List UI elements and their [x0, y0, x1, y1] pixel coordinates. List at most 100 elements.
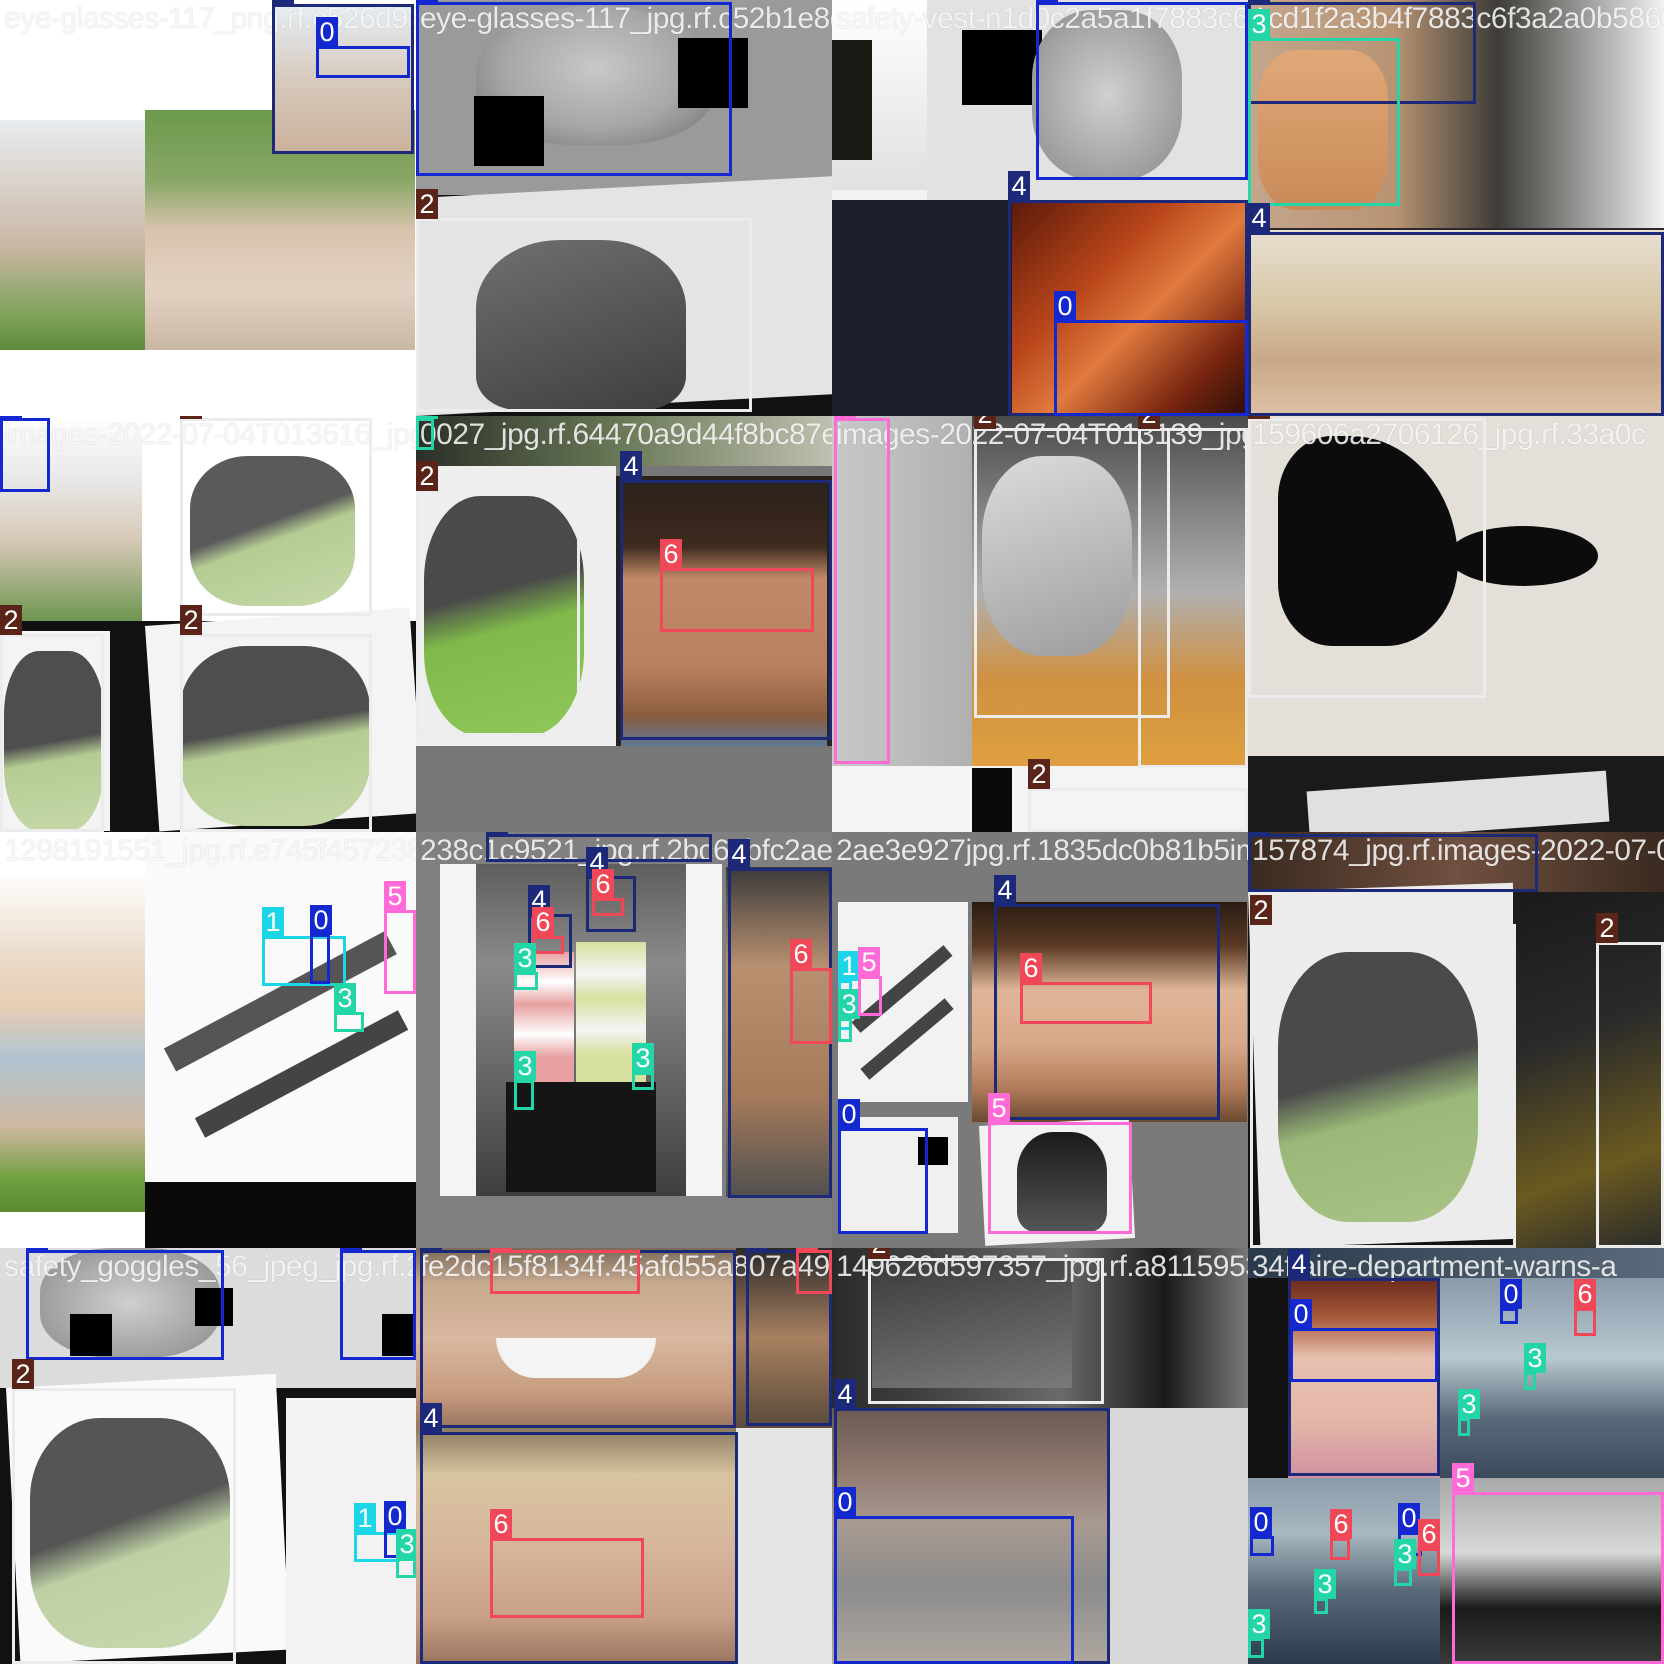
- photo-edge-dark: [832, 40, 872, 160]
- class-label: 5: [988, 1093, 1010, 1123]
- class-label: 3: [1458, 1389, 1480, 1419]
- bbox-class-3: 3: [1248, 1609, 1270, 1658]
- bbox-class-3: 3: [1458, 1389, 1480, 1436]
- tile-filename: fe2dc15f8134f.45afd55a807a49626d597357: [420, 1250, 832, 1283]
- class-label: 0: [316, 17, 338, 47]
- cutout-black: [70, 1314, 112, 1356]
- bbox-class-2: 2: [12, 1359, 236, 1664]
- class-label: 0: [1250, 1507, 1272, 1537]
- class-label: 6: [796, 1248, 818, 1251]
- bbox-class-5: 5: [988, 1093, 1132, 1234]
- class-label: 6: [790, 939, 812, 969]
- class-label: 0: [1290, 1299, 1312, 1329]
- hand-shape: [1258, 50, 1388, 210]
- class-label: 0: [1398, 1503, 1420, 1533]
- class-label: 6: [1574, 1279, 1596, 1309]
- bbox-class-4: 4: [420, 1403, 738, 1664]
- photo-man-face: [726, 867, 832, 1197]
- photo-woman-face: [972, 902, 1247, 1122]
- bbox-class-0: 0: [1500, 1279, 1522, 1324]
- photo-woman-face: [416, 1428, 736, 1664]
- bbox-class-6: 6: [490, 1248, 640, 1294]
- bbox-class-2: 2: [1028, 759, 1248, 832]
- cutout-black: [918, 1137, 948, 1165]
- glove-thumb: [1448, 526, 1598, 586]
- photo-dark: [972, 768, 1012, 832]
- photo-dark-glove: [1513, 892, 1664, 1248]
- bbox-class-6: 6: [660, 539, 814, 632]
- photo-gray: [736, 1428, 832, 1664]
- class-label: 4: [420, 1403, 442, 1433]
- class-label: 4: [1248, 203, 1270, 233]
- tile-filename: 1298191551_jpg.rf.e745f457238c1c9521: [4, 834, 416, 867]
- bbox-class-6: 6: [796, 1248, 832, 1294]
- class-label: 3: [416, 416, 438, 419]
- class-label: 6: [490, 1248, 512, 1251]
- tile-filename: 157874_jpg.rf.images-2022-07-04T013820: [1252, 834, 1664, 867]
- photo-blonde: [1248, 230, 1664, 416]
- class-label: 2: [1138, 416, 1160, 429]
- bbox-class-4: 4: [746, 1248, 832, 1426]
- bbox-class-0: 0: [310, 905, 332, 984]
- class-label: 4: [1248, 0, 1270, 3]
- bbox-class-3: 3: [1524, 1343, 1546, 1390]
- bbox-class-0: 0: [26, 1248, 224, 1360]
- class-label: 3: [1248, 1609, 1270, 1639]
- tile-filename: eye-glasses-117_jpg.rf.c52b1e8d2c1b9e933…: [420, 2, 832, 35]
- photo-gray: [416, 746, 832, 832]
- tile-10: 238c1c9521_jpg.rf.2bc61bfc2ae3e22f1d1835…: [416, 832, 832, 1248]
- class-label: 3: [396, 1529, 416, 1559]
- glove-shape: [30, 1418, 230, 1648]
- bbox-class-6: 6: [1020, 953, 1152, 1024]
- class-label: 6: [1418, 1519, 1440, 1549]
- bbox-class-2: 2: [416, 461, 580, 736]
- class-label: 2: [868, 1248, 890, 1259]
- tile-filename: 2ae3e927jpg.rf.1835dc0b81b5images-2022-0…: [836, 834, 1248, 867]
- bbox-class-3: 3: [1394, 1539, 1416, 1586]
- class-label: 5: [384, 881, 406, 911]
- class-label: 0: [340, 1248, 362, 1251]
- bbox-class-6: 6: [490, 1509, 644, 1618]
- bbox-class-2: 2: [180, 416, 372, 616]
- cutout-black: [962, 30, 1042, 105]
- bbox-class-1: 1: [262, 907, 346, 986]
- class-label: 3: [334, 983, 356, 1013]
- glove-shape: [1278, 952, 1478, 1222]
- class-label: 2: [180, 416, 202, 419]
- bbox-class-2: 2: [180, 605, 372, 832]
- class-label: 0: [384, 1501, 406, 1531]
- class-label: 6: [1020, 953, 1042, 983]
- class-label: 4: [1288, 1249, 1310, 1279]
- class-label: 4: [420, 1248, 442, 1251]
- photo-red-hair: [1012, 200, 1248, 416]
- class-label: 0: [0, 416, 22, 419]
- bbox-class-0: 0: [1036, 0, 1248, 180]
- cutout-black: [474, 96, 544, 166]
- teeth-shape: [496, 1338, 656, 1378]
- class-label: 0: [26, 1248, 48, 1251]
- cutout-black: [678, 38, 748, 108]
- bbox-class-2: 2: [1138, 416, 1248, 768]
- class-label: 2: [416, 461, 438, 491]
- tile-14: fe2dc15f8134f.45afd55a807a49626d597357 4…: [416, 1248, 832, 1664]
- class-label: 4: [728, 839, 750, 869]
- tile-filename: 0027_jpg.rf.64470a9d44f8bc87e6faag5382a5…: [420, 418, 832, 451]
- tile-filename: 159606a2706126_jpg.rf.33a0c: [1252, 418, 1646, 451]
- bbox-class-0: 0: [1250, 1507, 1274, 1556]
- class-label: 1: [838, 951, 860, 981]
- glove-shape: [4, 651, 104, 831]
- cutout-black: [195, 1288, 233, 1326]
- class-label: 3: [1394, 1539, 1416, 1569]
- tile-15: 149626d597357_jpg.rf.a81159532e4ffaire-d…: [832, 1248, 1248, 1664]
- bbox-class-0: 0: [1054, 291, 1248, 416]
- bbox-class-2: 2: [1250, 895, 1516, 1248]
- class-label: 5: [1452, 1463, 1474, 1493]
- bbox-class-5: 5: [834, 416, 890, 764]
- bbox-class-4: 4: [620, 451, 832, 740]
- class-label: 2: [974, 416, 996, 429]
- photo-man-shirt: [0, 120, 145, 350]
- class-label: 0: [1500, 1279, 1522, 1309]
- tile-8: 159606a2706126_jpg.rf.33a0c 2: [1248, 416, 1664, 832]
- tile-11: 2ae3e927jpg.rf.1835dc0b81b5images-2022-0…: [832, 832, 1248, 1248]
